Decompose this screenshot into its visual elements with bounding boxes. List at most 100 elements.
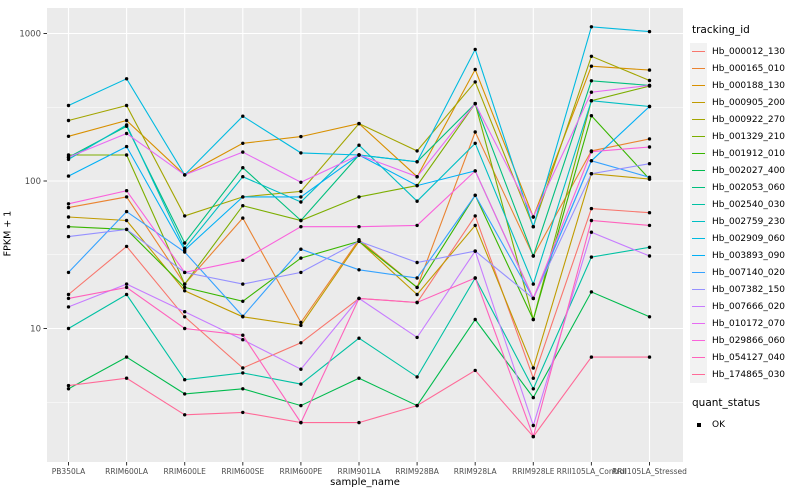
data-point[interactable] xyxy=(415,175,419,179)
data-point[interactable] xyxy=(66,225,71,229)
data-point[interactable] xyxy=(647,211,652,215)
data-point[interactable] xyxy=(241,333,245,337)
legend-item[interactable]: Hb_000905_200 xyxy=(690,94,800,111)
data-point[interactable] xyxy=(299,323,303,328)
legend-item[interactable]: Hb_002053_060 xyxy=(690,179,800,196)
data-point[interactable] xyxy=(124,282,129,286)
data-point[interactable] xyxy=(124,189,129,193)
data-point[interactable] xyxy=(183,310,187,314)
data-point[interactable] xyxy=(647,245,652,249)
legend-item[interactable]: Hb_003893_090 xyxy=(690,247,800,264)
data-point[interactable] xyxy=(415,375,419,379)
data-point[interactable] xyxy=(647,254,652,258)
data-point[interactable] xyxy=(183,270,187,275)
data-point[interactable] xyxy=(183,282,187,286)
data-point[interactable] xyxy=(241,387,245,391)
legend-item[interactable]: Hb_002027_400 xyxy=(690,162,800,179)
data-point[interactable] xyxy=(124,144,129,149)
data-point[interactable] xyxy=(299,195,303,199)
data-point[interactable] xyxy=(589,79,594,83)
data-point[interactable] xyxy=(473,101,477,106)
data-point[interactable] xyxy=(299,403,303,408)
quant-legend-item[interactable]: OK xyxy=(690,416,800,433)
legend-item[interactable]: Hb_001329_210 xyxy=(690,128,800,145)
data-point[interactable] xyxy=(415,160,419,164)
data-point[interactable] xyxy=(647,315,652,319)
data-point[interactable] xyxy=(589,114,594,118)
data-point[interactable] xyxy=(589,54,594,58)
legend-item[interactable]: Hb_000188_130 xyxy=(690,77,800,94)
data-point[interactable] xyxy=(299,247,303,251)
data-point[interactable] xyxy=(647,68,652,72)
legend-item[interactable]: Hb_007140_020 xyxy=(690,264,800,281)
data-point[interactable] xyxy=(299,382,303,386)
data-point[interactable] xyxy=(415,183,419,188)
data-point[interactable] xyxy=(647,145,652,149)
data-point[interactable] xyxy=(473,317,477,322)
data-point[interactable] xyxy=(241,166,245,170)
legend-item[interactable]: Hb_002909_060 xyxy=(690,230,800,247)
data-point[interactable] xyxy=(589,172,594,176)
data-point[interactable] xyxy=(589,99,594,103)
data-point[interactable] xyxy=(66,387,71,391)
data-point[interactable] xyxy=(299,134,303,139)
data-point[interactable] xyxy=(299,189,303,194)
data-point[interactable] xyxy=(66,174,71,178)
data-point[interactable] xyxy=(124,355,129,359)
data-point[interactable] xyxy=(299,420,303,425)
data-point[interactable] xyxy=(531,395,535,400)
data-point[interactable] xyxy=(589,218,594,223)
data-point[interactable] xyxy=(66,202,71,206)
data-point[interactable] xyxy=(415,149,419,153)
data-point[interactable] xyxy=(299,151,303,155)
data-point[interactable] xyxy=(415,403,419,408)
data-point[interactable] xyxy=(473,214,477,218)
data-point[interactable] xyxy=(183,413,187,417)
data-point[interactable] xyxy=(589,159,594,163)
data-point[interactable] xyxy=(241,371,245,375)
data-point[interactable] xyxy=(299,225,303,229)
data-point[interactable] xyxy=(66,305,71,309)
legend-item[interactable]: Hb_000012_130 xyxy=(690,43,800,60)
data-point[interactable] xyxy=(124,153,129,157)
data-point[interactable] xyxy=(531,434,535,439)
data-point[interactable] xyxy=(531,317,535,322)
data-point[interactable] xyxy=(66,326,71,331)
data-point[interactable] xyxy=(241,175,245,179)
data-point[interactable] xyxy=(124,118,129,123)
data-point[interactable] xyxy=(415,260,419,265)
data-point[interactable] xyxy=(531,254,535,258)
legend-item[interactable]: Hb_000165_010 xyxy=(690,60,800,77)
legend-item[interactable]: Hb_002759_230 xyxy=(690,213,800,230)
data-point[interactable] xyxy=(183,289,187,293)
data-point[interactable] xyxy=(357,153,361,157)
data-point[interactable] xyxy=(589,150,594,154)
data-point[interactable] xyxy=(473,169,477,173)
data-point[interactable] xyxy=(647,175,652,179)
data-point[interactable] xyxy=(589,64,594,68)
data-point[interactable] xyxy=(473,276,477,280)
data-point[interactable] xyxy=(66,292,71,297)
data-point[interactable] xyxy=(241,150,245,154)
data-point[interactable] xyxy=(647,83,652,88)
data-point[interactable] xyxy=(357,420,361,425)
data-point[interactable] xyxy=(415,276,419,280)
data-point[interactable] xyxy=(241,282,245,286)
data-point[interactable] xyxy=(357,239,361,243)
legend-item[interactable]: Hb_007382_150 xyxy=(690,281,800,298)
data-point[interactable] xyxy=(124,292,129,297)
data-point[interactable] xyxy=(241,204,245,208)
data-point[interactable] xyxy=(357,121,361,126)
data-point[interactable] xyxy=(124,103,129,108)
data-point[interactable] xyxy=(299,256,303,260)
data-point[interactable] xyxy=(241,195,245,199)
data-point[interactable] xyxy=(589,355,594,359)
data-point[interactable] xyxy=(357,268,361,272)
data-point[interactable] xyxy=(589,90,594,94)
data-point[interactable] xyxy=(183,315,187,319)
data-point[interactable] xyxy=(531,296,535,301)
data-point[interactable] xyxy=(66,155,71,159)
data-point[interactable] xyxy=(299,367,303,371)
data-point[interactable] xyxy=(647,29,652,34)
data-point[interactable] xyxy=(473,67,477,72)
